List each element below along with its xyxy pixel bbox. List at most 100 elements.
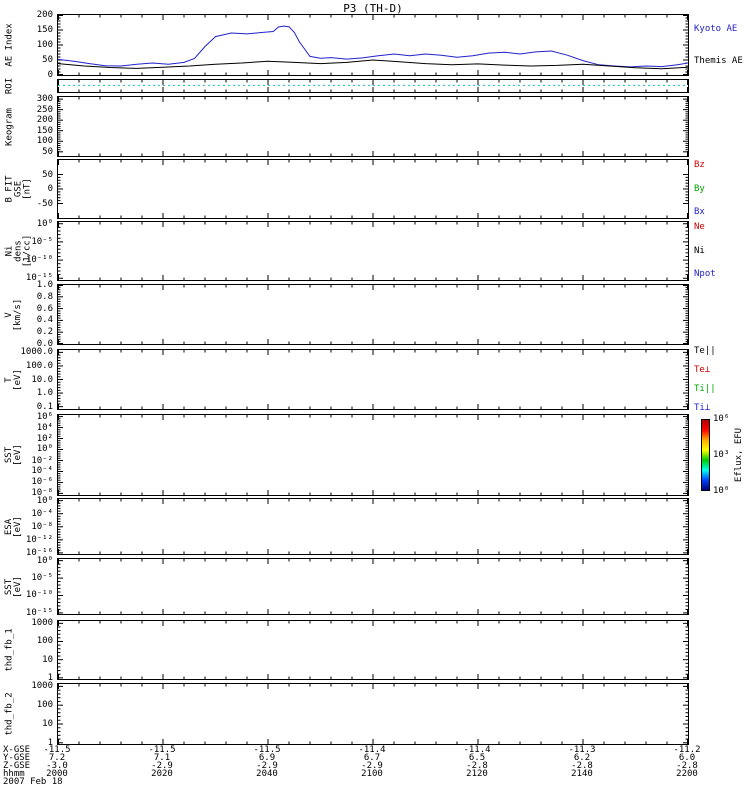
y-tick-label: 1000: [31, 681, 53, 692]
footer-value: -2.8: [466, 761, 488, 771]
footer-value: -2.8: [571, 761, 593, 771]
plot-area-v: [58, 285, 688, 344]
plot-area-roi: [58, 80, 688, 92]
plot-area-ae-index: [58, 15, 688, 75]
plot-area-sst-spec-1: [58, 415, 688, 495]
footer-value: -11.4: [358, 745, 386, 755]
y-tick-label: 10⁴: [36, 422, 53, 433]
axis-title-line: ROI: [4, 77, 15, 95]
panel-thd-fb-1: [57, 620, 689, 680]
y-tick-label: 100: [36, 136, 53, 147]
axis-title-line: thd_fb_1: [4, 628, 15, 672]
y-tick-label: 10.0: [31, 374, 53, 385]
x-tick-label: 2040: [256, 769, 278, 779]
y-tick-label: 10⁰: [36, 218, 53, 229]
y-tick-label: 100: [36, 700, 53, 711]
colorbar-tick-label: 10⁰: [713, 486, 730, 496]
legend-bz: Bz: [694, 160, 705, 170]
y-tick-label: 10⁻⁵: [31, 236, 53, 247]
plot-area-ni-dens: [58, 222, 688, 280]
axis-title-v: V [km/s]: [4, 298, 23, 331]
colorbar: [701, 419, 710, 491]
footer-value: -3.0: [46, 761, 68, 771]
axis-title-esa-spec: ESA [eV]: [4, 516, 23, 538]
y-tick-label: 0.0: [36, 339, 53, 349]
axis-title-line: AE Index: [4, 23, 15, 67]
y-tick-label: 0.6: [36, 303, 53, 314]
y-tick-label: 250: [36, 104, 53, 115]
y-tick-label: 10: [42, 719, 53, 730]
y-tick-label: 100.0: [25, 360, 53, 371]
y-tick-label: 0.1: [36, 401, 53, 412]
legend-ti-: Ti⊥: [694, 403, 711, 414]
footer-value: -11.5: [43, 745, 71, 755]
y-tick-label: 100: [36, 40, 53, 50]
footer-value: -11.4: [463, 745, 491, 755]
plot-area-b-fit-gse: [58, 160, 688, 218]
y-tick-label: 0.4: [36, 315, 53, 326]
plot-area-sst-spec-2: [58, 559, 688, 614]
axis-title-keogram: Keogram: [5, 108, 15, 146]
panel-t: [57, 349, 689, 410]
y-tick-label: 10⁻⁸: [31, 488, 53, 499]
footer-value: 6.7: [363, 753, 381, 763]
footer-value: 7.2: [48, 753, 66, 763]
x-tick-label: 2020: [151, 769, 173, 779]
axis-title-sst-spec-2: SST [eV]: [4, 576, 23, 598]
legend-npot: Npot: [694, 268, 716, 279]
panel-keogram: [57, 96, 689, 157]
footer-row-label-z-gse: Z-GSE: [3, 761, 31, 771]
footer-value: -11.2: [673, 745, 701, 755]
y-tick-label: 1000: [31, 618, 53, 629]
y-tick-label: 50: [42, 55, 53, 65]
y-tick-label: 50: [42, 169, 53, 180]
y-tick-label: 10⁻¹⁰: [25, 255, 53, 266]
y-tick-label: 1000.0: [20, 347, 53, 358]
x-tick-label: 2000: [46, 769, 68, 779]
axis-title-b-fit-gse: B FIT GSE [nT]: [5, 175, 33, 202]
colorbar-tick-label: 10³: [713, 450, 730, 460]
y-tick-label: 10⁻⁶: [31, 477, 53, 488]
colorbar-title: Eflux, EFU: [734, 427, 744, 483]
footer-value: -11.5: [253, 745, 281, 755]
axis-title-line: [km/s]: [13, 298, 23, 331]
panel-ae-index: [57, 14, 689, 76]
y-tick-label: 10: [42, 654, 53, 665]
y-tick-label: 10⁻¹⁶: [25, 547, 53, 558]
y-tick-label: 10⁻²: [31, 455, 53, 466]
colorbar-tick-label: 10⁶: [713, 414, 730, 424]
legend-ni: Ni: [694, 246, 705, 256]
panel-ni-dens: [57, 221, 689, 281]
y-tick-label: 1: [47, 672, 53, 683]
footer-value: -2.9: [256, 761, 278, 771]
y-tick-label: 1.0: [36, 388, 53, 399]
axis-title-line: [1/cc]: [22, 234, 33, 268]
legend-ne: Ne: [694, 222, 705, 232]
y-tick-label: 1.0: [36, 280, 53, 290]
axis-title-thd-fb-1: thd_fb_1: [4, 628, 15, 672]
y-tick-label: 1: [47, 737, 53, 748]
panel-sst-spec-1: [57, 414, 689, 496]
x-tick-label: 2200: [676, 769, 698, 779]
panel-b-fit-gse: [57, 159, 689, 219]
panel-sst-spec-2: [57, 558, 689, 615]
y-tick-label: 0: [47, 70, 53, 80]
y-tick-label: 10⁶: [36, 411, 53, 422]
footer-value: -11.3: [568, 745, 596, 755]
y-tick-label: 200: [36, 115, 53, 126]
plot-area-esa-spec: [58, 499, 688, 554]
x-tick-label: 2120: [466, 769, 488, 779]
plot-area-thd-fb-2: [58, 684, 688, 744]
footer-value: 7.1: [153, 753, 171, 763]
y-tick-label: 10⁻¹⁰: [25, 590, 53, 601]
panel-thd-fb-2: [57, 683, 689, 745]
y-tick-label: 200: [36, 10, 53, 20]
y-tick-label: 10⁰: [36, 495, 53, 506]
panel-roi: [57, 79, 689, 93]
axis-title-line: [eV]: [13, 368, 23, 391]
legend-te-: Te⊥: [694, 364, 711, 375]
series-kyoto-ae: [58, 25, 688, 68]
y-tick-label: 10⁻⁴: [31, 466, 53, 477]
y-tick-label: 100: [36, 636, 53, 647]
